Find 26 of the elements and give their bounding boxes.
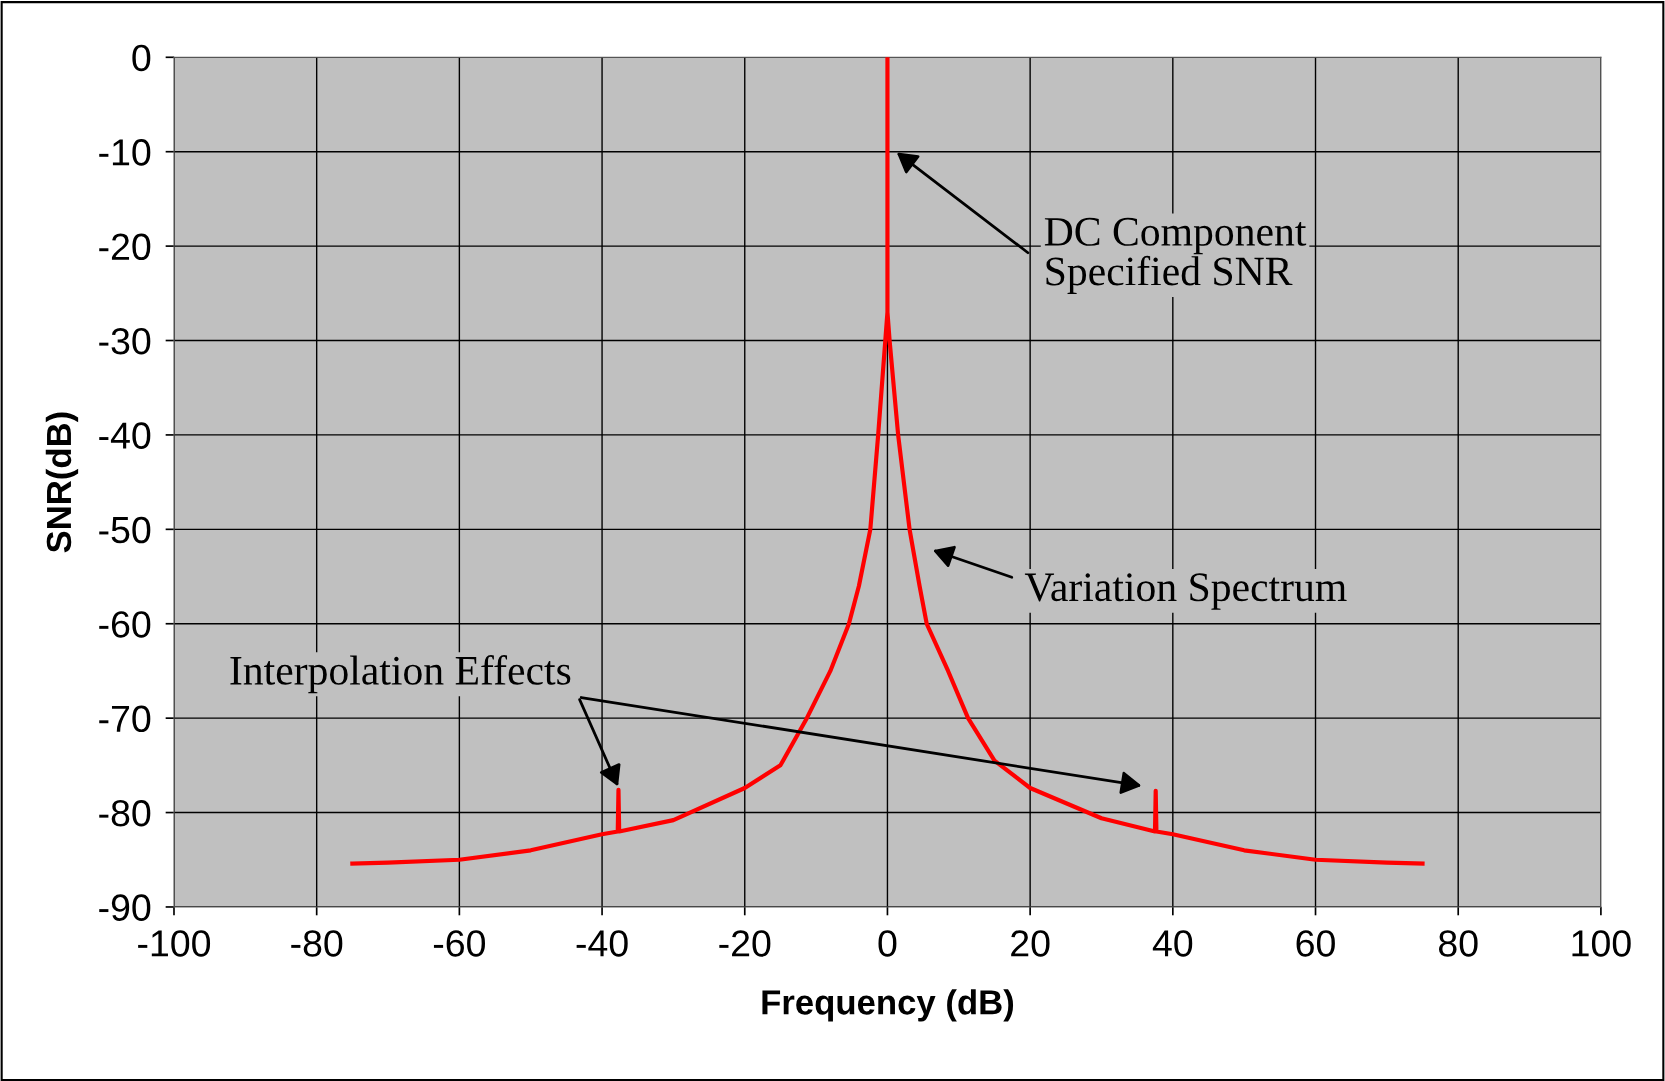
y-tick-label: -60 [99,611,151,638]
y-tick-label: -10 [99,139,151,166]
y-tick-label: -30 [99,327,151,355]
x-tick-label: -40 [576,930,628,957]
annotation: DC Component Specified SNR [1044,217,1307,294]
y-tick-label: -50 [99,516,151,544]
x-tick-label: -100 [138,930,211,957]
annotation: Interpolation Effects [230,655,571,694]
y-tick-label: -20 [99,233,151,261]
y-tick-label: -90 [99,894,151,921]
x-axis-title: Frequency (dB) [762,989,1014,1022]
y-tick-label: 0 [132,44,151,72]
y-tick-label: -70 [99,705,151,733]
y-axis-title: SNR(dB) [45,412,79,553]
annotation: Variation Spectrum [1024,573,1347,610]
x-tick-label: 60 [1296,930,1335,957]
x-tick-label: 40 [1152,930,1193,957]
y-tick-label: -40 [99,422,151,449]
x-tick-label: 20 [1011,930,1050,957]
x-tick-label: 80 [1438,930,1478,957]
x-tick-label: -20 [719,930,771,957]
x-tick-label: -80 [291,930,343,957]
y-tick-label: -80 [99,799,151,827]
x-tick-label: -60 [433,930,486,957]
x-tick-label: 0 [878,930,897,957]
x-tick-label: 100 [1572,930,1631,957]
